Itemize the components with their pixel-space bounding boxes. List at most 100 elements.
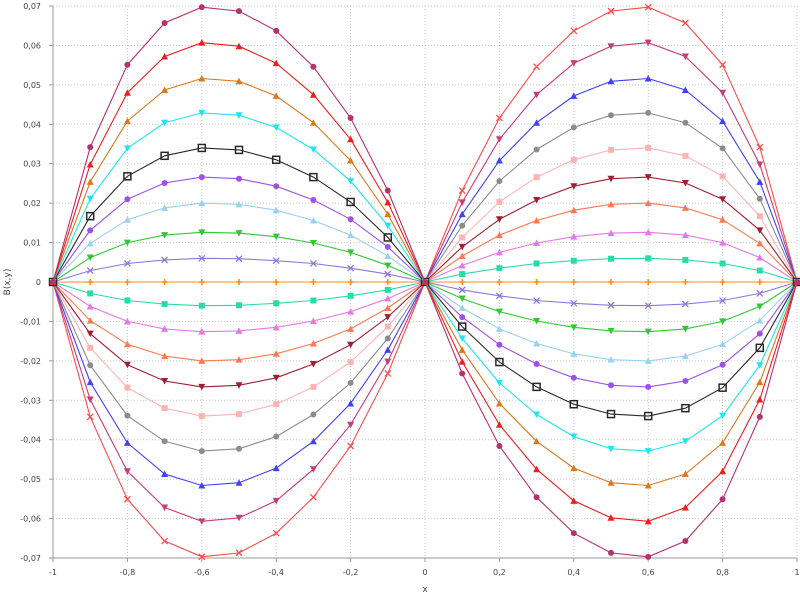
data-point xyxy=(273,279,279,285)
data-point xyxy=(87,290,93,296)
data-point xyxy=(756,178,763,185)
data-point xyxy=(496,232,503,239)
y-tick-label: -0,05 xyxy=(20,475,41,484)
data-point xyxy=(162,20,168,26)
x-tick-label: 0 xyxy=(422,568,427,577)
data-point xyxy=(124,413,130,419)
data-point xyxy=(459,296,466,303)
data-point xyxy=(422,279,428,285)
data-point xyxy=(571,157,577,163)
data-point xyxy=(459,271,465,277)
data-point xyxy=(720,362,726,368)
data-point xyxy=(719,439,726,446)
data-point xyxy=(534,361,540,367)
data-point xyxy=(348,293,354,299)
data-point xyxy=(757,414,763,420)
data-point xyxy=(162,279,168,285)
data-point xyxy=(273,183,279,189)
data-point xyxy=(756,303,763,310)
data-point xyxy=(682,180,689,187)
data-point xyxy=(273,465,280,472)
data-point xyxy=(347,342,354,349)
data-point xyxy=(571,530,577,536)
data-point xyxy=(236,411,242,417)
data-point xyxy=(87,396,94,403)
data-point xyxy=(273,498,280,505)
data-point xyxy=(459,279,465,285)
data-point xyxy=(570,434,577,441)
data-point xyxy=(682,20,688,26)
data-point xyxy=(533,119,540,126)
y-axis-title: B(x,y) xyxy=(3,269,13,296)
data-point xyxy=(87,255,94,262)
data-point xyxy=(682,279,688,285)
data-point xyxy=(534,279,540,285)
data-point xyxy=(87,362,93,368)
data-point xyxy=(533,197,540,204)
data-point xyxy=(273,60,280,66)
data-point xyxy=(310,119,317,126)
data-point xyxy=(87,161,94,168)
data-point xyxy=(310,494,316,500)
data-point xyxy=(236,176,242,182)
data-point xyxy=(310,64,316,70)
data-point xyxy=(459,305,466,312)
data-point xyxy=(534,64,540,70)
y-tick-label: 0,03 xyxy=(23,160,41,169)
data-point xyxy=(87,345,93,351)
data-point xyxy=(757,213,763,219)
data-point xyxy=(124,439,131,446)
data-point xyxy=(87,303,94,310)
data-point xyxy=(533,411,540,418)
data-point xyxy=(496,400,503,407)
data-point xyxy=(161,53,168,60)
data-point xyxy=(571,124,577,130)
data-point xyxy=(608,147,614,153)
data-point xyxy=(384,314,391,321)
data-point xyxy=(571,279,577,285)
data-point xyxy=(757,331,763,337)
data-point xyxy=(87,240,94,247)
data-point xyxy=(310,361,317,368)
data-point xyxy=(608,279,614,285)
data-point xyxy=(384,305,391,312)
y-tick-label: -0,04 xyxy=(20,436,41,445)
data-point xyxy=(87,227,93,233)
data-point xyxy=(273,28,279,34)
data-point xyxy=(534,147,540,153)
data-point xyxy=(199,174,205,180)
data-point xyxy=(459,252,466,259)
data-point xyxy=(496,216,503,223)
data-point xyxy=(87,196,94,203)
data-point xyxy=(571,375,577,381)
x-tick-label: 1 xyxy=(794,568,799,577)
data-point xyxy=(645,279,651,285)
data-point xyxy=(570,92,577,99)
x-tick-label: 0,6 xyxy=(642,568,655,577)
data-point xyxy=(757,268,763,274)
data-point xyxy=(385,287,391,293)
data-point xyxy=(794,279,800,285)
data-point xyxy=(496,325,503,332)
data-point xyxy=(570,183,577,190)
data-point xyxy=(162,405,168,411)
data-point xyxy=(385,370,391,376)
data-point xyxy=(273,434,279,440)
data-point xyxy=(199,448,205,454)
data-point xyxy=(645,255,651,261)
data-point xyxy=(87,178,94,185)
data-point xyxy=(682,538,688,544)
data-point xyxy=(384,262,391,269)
data-point xyxy=(199,279,205,285)
data-point xyxy=(273,124,280,131)
data-point xyxy=(273,300,279,306)
data-point xyxy=(757,279,763,285)
data-point xyxy=(310,298,316,304)
data-point xyxy=(459,234,465,240)
data-point xyxy=(682,153,688,159)
y-tick-label: -0,02 xyxy=(20,357,41,366)
data-point xyxy=(199,413,205,419)
x-tick-label: 0,2 xyxy=(493,568,506,577)
data-point xyxy=(720,145,726,151)
